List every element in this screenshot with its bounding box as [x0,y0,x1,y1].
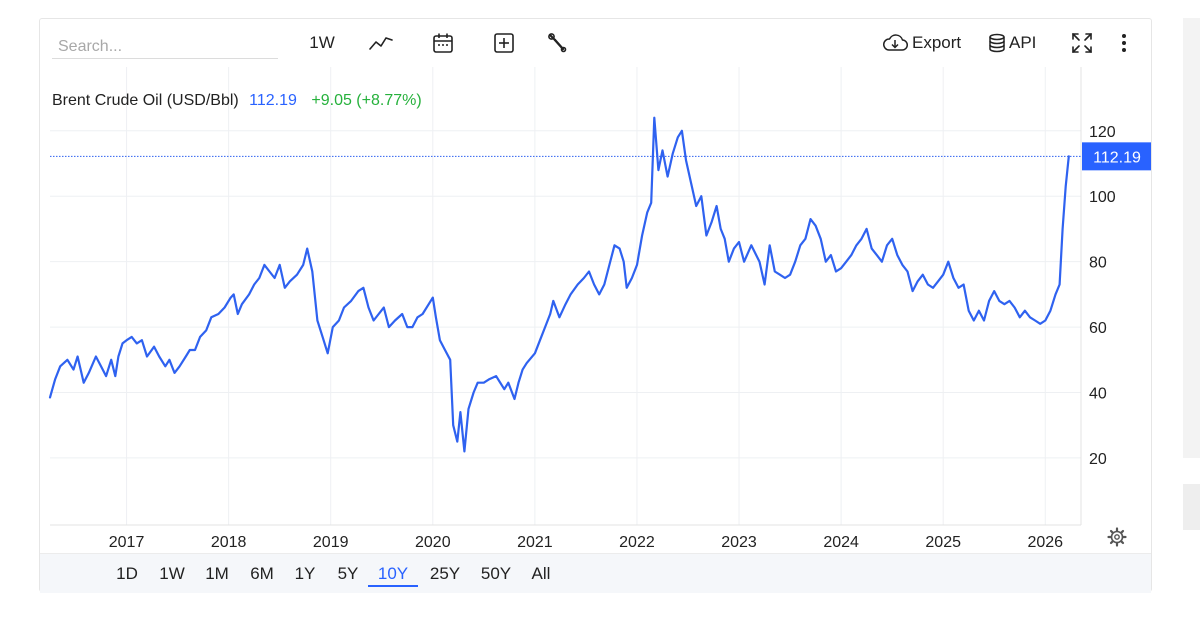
range-selector: 1D 1W 1M 6M 1Y 5Y 10Y 25Y 50Y All [40,553,1151,593]
y-tick-label: 120 [1089,124,1116,141]
range-button-1d[interactable]: 1D [116,564,138,583]
y-tick-label: 20 [1089,451,1107,468]
compare-button[interactable] [485,27,523,59]
y-tick-label: 100 [1089,189,1116,206]
x-tick-label: 2026 [1027,534,1063,551]
legend-symbol-name: Brent Crude Oil (USD/Bbl) [52,92,239,109]
y-tick-label: 80 [1089,255,1107,272]
chart-widget: 1W Export [39,18,1152,593]
price-tag-value: 112.19 [1093,149,1141,166]
gear-icon [1107,527,1127,547]
range-button-5y[interactable]: 5Y [337,564,359,583]
chart-legend: Brent Crude Oil (USD/Bbl) 112.19 +9.05 (… [52,92,422,109]
legend-last-value: 112.19 [249,92,297,109]
export-label: Export [912,33,962,52]
range-button-1w[interactable]: 1W [159,564,185,583]
export-button[interactable]: Export [882,27,970,59]
page-scroll-edge [1183,18,1200,458]
calendar-icon [432,32,454,54]
range-button-50y[interactable]: 50Y [480,564,512,583]
line-chart-icon [369,34,393,52]
x-tick-label: 2017 [109,534,145,551]
chart-settings-button[interactable] [1107,527,1127,547]
database-icon [988,33,1006,53]
range-button-10y[interactable]: 10Y [368,561,418,587]
chart-area[interactable]: 20 40 60 80 100 120 2017 2018 2019 2020 2021 2022 20… [40,67,1152,553]
x-tick-label: 2021 [517,534,553,551]
api-label: API [1009,33,1037,52]
interval-label: 1W [309,33,335,52]
range-button-all[interactable]: All [531,564,551,583]
add-square-icon [493,32,515,54]
fullscreen-icon [1071,32,1093,54]
wrench-icon [546,32,568,54]
series-line [48,116,1070,453]
legend-change: +9.05 (+8.77%) [311,92,421,109]
range-button-1y[interactable]: 1Y [294,564,316,583]
indicators-button[interactable] [538,27,576,59]
x-tick-label: 2022 [619,534,655,551]
page-side-panel-edge [1183,484,1200,530]
api-button[interactable]: API [988,27,1044,59]
price-tag-box [1082,142,1152,171]
fullscreen-button[interactable] [1067,27,1097,59]
range-button-25y[interactable]: 25Y [429,564,461,583]
search-input[interactable] [52,29,278,59]
range-button-1m[interactable]: 1M [205,564,229,583]
y-tick-label: 40 [1089,386,1107,403]
price-tag: 112.19 [1082,142,1152,171]
date-range-button[interactable] [424,27,462,59]
x-tick-label: 2020 [415,534,451,551]
chart-type-button[interactable] [362,27,400,59]
chart-toolbar: 1W Export [40,19,1151,67]
x-tick-label: 2025 [925,534,961,551]
y-tick-label: 60 [1089,320,1107,337]
more-vertical-icon [1121,33,1127,53]
x-tick-label: 2019 [313,534,349,551]
range-button-6m[interactable]: 6M [250,564,274,583]
line-chart[interactable]: 20 40 60 80 100 120 2017 2018 2019 2020 2021 2022 20… [40,67,1152,553]
more-button[interactable] [1110,27,1138,59]
interval-selector[interactable]: 1W [300,27,344,59]
cloud-download-icon [882,34,908,52]
x-tick-label: 2023 [721,534,757,551]
x-tick-label: 2018 [211,534,247,551]
x-tick-label: 2024 [823,534,859,551]
